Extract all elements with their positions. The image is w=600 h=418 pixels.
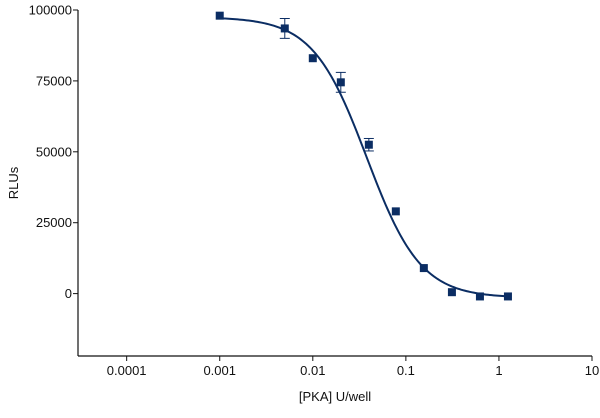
data-point — [447, 288, 456, 297]
x-tick-label: 0.0001 — [107, 363, 147, 378]
data-points — [215, 11, 512, 301]
y-tick-label: 75000 — [36, 73, 72, 88]
x-tick-label: 0.1 — [397, 363, 415, 378]
y-tick-label: 25000 — [36, 215, 72, 230]
x-tick-label: 0.01 — [300, 363, 325, 378]
x-axis-ticks: 0.0001 0.001 0.01 0.1 1 10 — [107, 356, 599, 378]
data-point — [336, 78, 345, 87]
data-point — [215, 11, 224, 20]
y-tick-label: 100000 — [29, 3, 72, 18]
x-axis-title: [PKA] U/well — [299, 389, 371, 404]
y-axis-title: RLUs — [6, 166, 21, 199]
x-tick-label: 10 — [585, 363, 599, 378]
data-point — [280, 24, 289, 33]
data-point — [391, 207, 400, 216]
y-axis-ticks: 0 25000 50000 75000 100000 — [29, 3, 78, 301]
data-point — [475, 292, 484, 301]
data-point — [308, 54, 317, 63]
data-point — [503, 292, 512, 301]
data-point — [364, 140, 373, 149]
x-tick-label: 0.001 — [203, 363, 236, 378]
y-tick-label: 50000 — [36, 144, 72, 159]
data-point — [419, 264, 428, 273]
y-tick-label: 0 — [65, 286, 72, 301]
x-tick-label: 1 — [495, 363, 502, 378]
fit-curve — [219, 17, 509, 298]
